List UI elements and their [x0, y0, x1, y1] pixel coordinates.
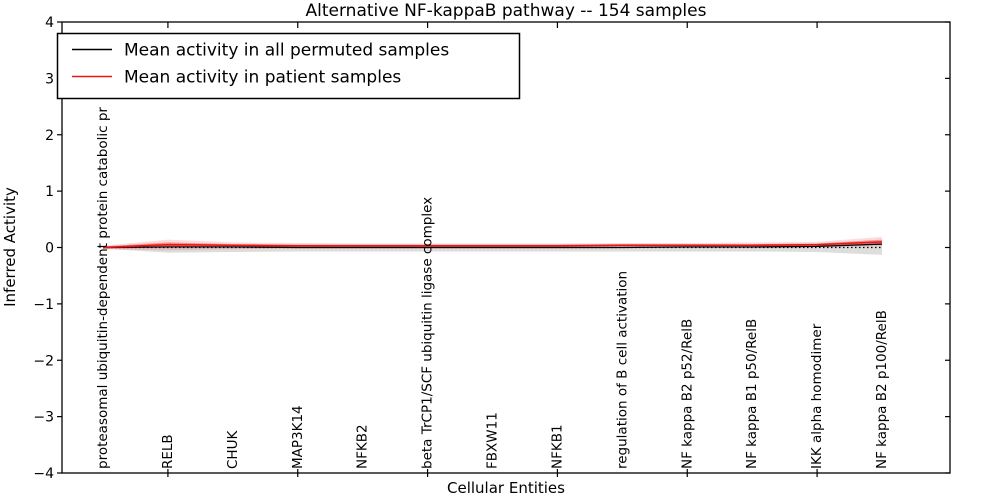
y-tick-label: −2: [33, 353, 54, 369]
legend-frame: [56, 32, 521, 100]
legend-box: Mean activity in all permuted samples Me…: [56, 32, 521, 100]
y-tick-label: 2: [45, 128, 54, 144]
x-category-label: NF kappa B1 p50/RelB: [744, 319, 760, 469]
y-tick-label: −4: [33, 466, 54, 482]
x-category-label: NFKB2: [355, 424, 371, 469]
series-line-permuted: [102, 243, 883, 249]
y-tick-label: −1: [33, 297, 54, 313]
y-tick-label: 0: [45, 241, 54, 257]
x-axis-label: Cellular Entities: [447, 479, 565, 497]
x-category-label: CHUK: [225, 430, 241, 469]
x-category-label: beta TrCP1/SCF ubiquitin ligase complex: [420, 197, 436, 469]
y-tick-label: −3: [33, 410, 54, 426]
x-category-label: proteasomal ubiquitin-dependent protein …: [95, 107, 111, 469]
x-category-label: RELB: [160, 434, 176, 469]
chart-layer: 4 3 2 1 0 −1 −2 −3 −4 proteasomal ubiquitin-depen…: [33, 15, 951, 482]
legend-label-patient: Mean activity in patient samples: [124, 68, 401, 88]
x-category-label: FBXW11: [485, 412, 501, 469]
legend-label-permuted: Mean activity in all permuted samples: [124, 41, 449, 61]
y-tick-label: 1: [45, 184, 54, 200]
x-category-label: NFKB1: [549, 424, 565, 469]
chart-title: Alternative NF-kappaB pathway -- 154 sam…: [306, 1, 707, 21]
y-tick-label: 3: [45, 71, 54, 87]
x-category-label: IKK alpha homodimer: [809, 323, 825, 469]
series-line-patient: [102, 241, 883, 249]
x-category-label: MAP3K14: [290, 405, 306, 469]
x-category-label: regulation of B cell activation: [614, 271, 630, 469]
y-tick-label: 4: [45, 15, 54, 31]
x-category-label: NF kappa B2 p100/RelB: [874, 310, 890, 469]
y-axis-label: Inferred Activity: [1, 187, 19, 307]
x-category-label: NF kappa B2 p52/RelB: [679, 319, 695, 469]
